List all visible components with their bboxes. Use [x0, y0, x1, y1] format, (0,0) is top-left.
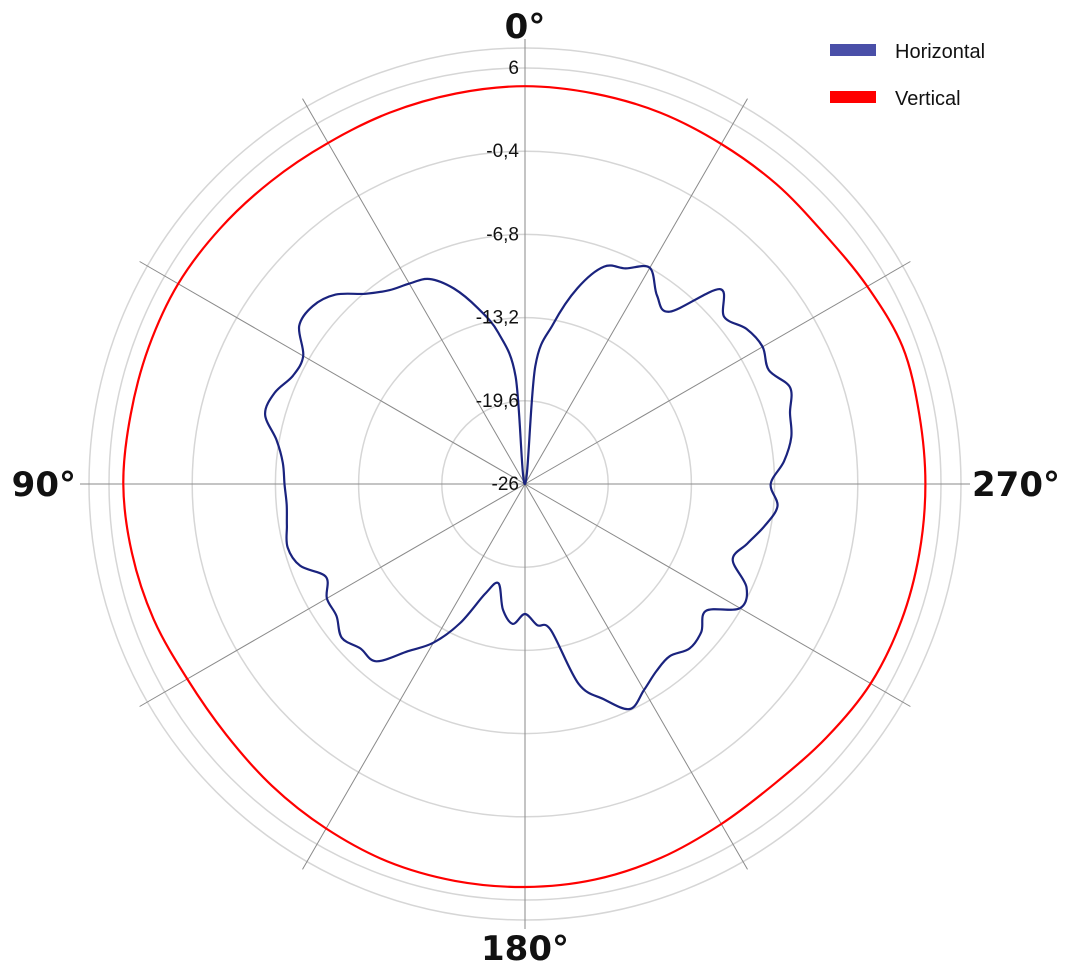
angle-label: 90° [12, 465, 76, 505]
radial-tick-label: -19,6 [476, 391, 519, 412]
grid-spoke [139, 261, 526, 485]
angle-label: 0° [505, 7, 546, 47]
legend: Horizontal Vertical [830, 41, 985, 110]
legend-swatch-vertical [830, 91, 876, 103]
series-layer [122, 85, 927, 889]
grid-spoke [524, 483, 748, 870]
radial-tick-label: -26 [492, 474, 519, 495]
grid-spoke [524, 98, 748, 485]
radial-tick-label: 6 [508, 58, 519, 79]
legend-swatch-horizontal [830, 44, 876, 56]
legend-label-horizontal: Horizontal [895, 41, 985, 63]
series-line-vertical [122, 85, 927, 889]
label-layer: -26 -19,6 -13,2 -6,8 -0,4 6 0° 90° 180° 270° [12, 7, 1060, 969]
grid-spoke [302, 483, 526, 870]
radial-tick-label: -6,8 [486, 224, 519, 245]
angle-label: 180° [481, 929, 569, 969]
radial-tick-label: -0,4 [486, 141, 519, 162]
polar-grid [80, 39, 970, 929]
grid-spoke [524, 483, 911, 707]
legend-label-vertical: Vertical [895, 88, 961, 110]
series-line-horizontal [263, 264, 793, 711]
radial-tick-label: -13,2 [476, 308, 519, 329]
grid-spoke [524, 261, 911, 485]
angle-label: 270° [972, 465, 1060, 505]
grid-spoke [302, 98, 526, 485]
grid-spoke [139, 483, 526, 707]
